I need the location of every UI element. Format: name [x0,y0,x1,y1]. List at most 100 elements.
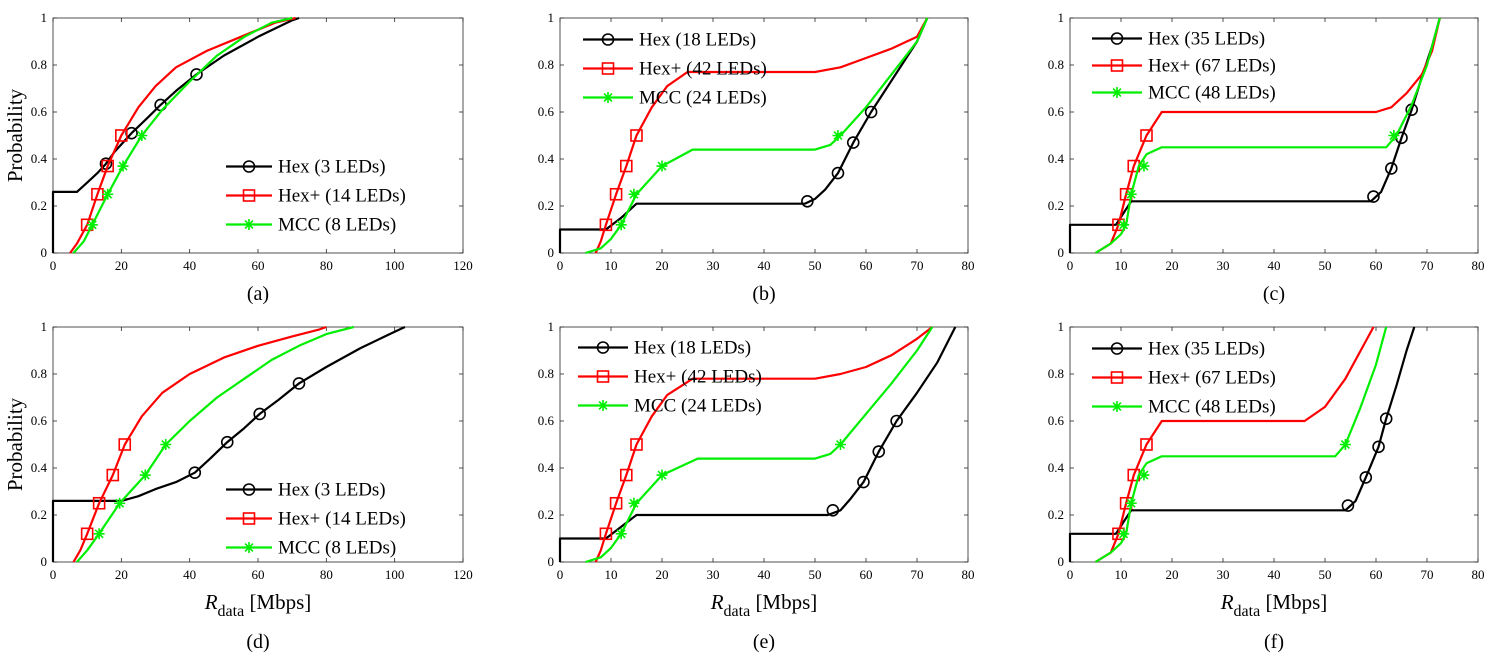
series-marker [656,469,668,481]
x-tick-label: 0 [50,567,57,582]
y-tick-label: 0.2 [538,198,554,213]
legend-label: Hex (3 LEDs) [278,157,386,178]
series-marker [220,435,234,449]
series-marker [832,130,844,141]
x-tick-label: 60 [1370,258,1383,273]
y-axis-label: Probability [3,397,27,491]
x-tick-label: 70 [1421,567,1434,582]
series-line [585,326,934,564]
y-tick-label: 0.8 [538,57,554,72]
x-tick-label: 20 [1166,567,1179,582]
series-marker [1125,497,1137,509]
x-tick-label: 60 [860,258,873,273]
y-tick-label: 0.4 [1048,460,1065,475]
series-marker [619,159,633,173]
y-tick-label: 0 [1058,245,1065,260]
legend-marker [1110,371,1124,384]
series-marker [114,497,126,509]
x-tick-label: 50 [809,258,822,273]
y-tick-label: 0.8 [1048,57,1064,72]
x-axis-label: Rdata [Mbps] [204,590,312,620]
series-marker [609,187,623,201]
x-tick-label: 40 [758,567,771,582]
chart-panel: 0 10 20 30 40 50 60 70 80 0 0.2 0.4 0.6 0.8 1 Hex (35 L… [1048,319,1485,653]
series-marker [835,439,846,450]
series-line [72,16,293,254]
legend: Hex (35 LEDs) Hex+ (67 LEDs) MCC (48 LEDs) [1092,339,1276,418]
legend: Hex (3 LEDs) Hex+ (14 LEDs) MCC (8 LEDs) [226,480,406,559]
x-tick-label: 0 [1067,567,1074,582]
y-tick-label: 0.6 [1048,104,1065,119]
x-tick-label: 50 [1319,567,1332,582]
series-marker [628,188,640,200]
x-tick-label: 20 [115,258,128,273]
series-marker [857,475,870,489]
series-marker [117,160,129,172]
y-tick-label: 0.6 [31,104,48,119]
legend-label: Hex (3 LEDs) [278,480,386,501]
series-marker [630,438,643,451]
series-marker [160,439,172,450]
series-marker [599,218,613,232]
y-tick-label: 1 [548,10,555,25]
x-tick-label: 70 [911,567,924,582]
y-tick-label: 0.6 [31,413,48,428]
x-tick-label: 100 [385,258,405,273]
x-tick-label: 60 [252,258,265,273]
panel-label: (a) [247,283,269,305]
series-marker [92,496,106,510]
y-tick-label: 1 [41,319,48,334]
series-marker [609,496,623,510]
panel-label: (b) [752,283,775,305]
series-line [1094,17,1441,254]
legend-marker [596,370,610,383]
legend-marker [1111,401,1123,412]
legend: Hex (35 LEDs) Hex+ (67 LEDs) MCC (48 LEDs) [1092,29,1276,104]
x-axis-label: Rdata [Mbps] [1220,590,1328,620]
plot-area [52,17,464,254]
series-marker [1341,499,1355,512]
series-marker [86,219,98,231]
panel-label: (c) [1263,283,1285,305]
chart-panel: 0 10 20 30 40 50 60 70 80 0 0.2 0.4 0.6 0.8 1 Hex (18 L… [538,10,975,305]
y-tick-label: 0.8 [31,366,47,381]
y-tick-label: 0.6 [1048,413,1065,428]
series-line [1068,326,1416,562]
series-marker [1385,162,1398,175]
x-tick-label: 80 [962,567,975,582]
y-tick-label: 1 [1058,10,1065,25]
x-tick-label: 60 [1370,567,1383,582]
x-tick-label: 30 [707,567,720,582]
y-tick-label: 0.2 [1048,507,1064,522]
series-marker [599,527,613,541]
series-marker [253,407,267,421]
legend-label: Hex+ (67 LEDs) [1148,368,1276,389]
x-tick-label: 20 [656,567,669,582]
x-tick-label: 40 [183,567,196,582]
series-marker [1339,439,1351,450]
y-tick-label: 0.2 [31,198,47,213]
series-line [51,16,300,253]
series-marker [102,188,114,200]
x-tick-label: 100 [385,567,405,582]
x-tick-label: 20 [115,567,128,582]
x-tick-label: 0 [557,258,564,273]
series-line [594,326,933,563]
series-line [585,17,929,255]
series-marker [615,528,627,540]
y-tick-label: 0.8 [1048,366,1064,381]
x-tick-label: 80 [1472,567,1485,582]
x-tick-label: 0 [50,258,57,273]
panel-label: (f) [1264,631,1284,653]
y-tick-label: 0.2 [538,507,554,522]
series-marker [136,130,148,141]
x-tick-label: 120 [453,567,473,582]
series-line [558,326,957,562]
legend-marker [242,512,256,525]
panel-label: (d) [246,631,269,653]
series-line [594,17,929,254]
legend-label: Hex (18 LEDs) [634,338,751,359]
chart-panel: 0 10 20 30 40 50 60 70 80 0 0.2 0.4 0.6 0.8 1 Hex (18 L… [538,319,975,653]
plot-area [52,326,464,563]
